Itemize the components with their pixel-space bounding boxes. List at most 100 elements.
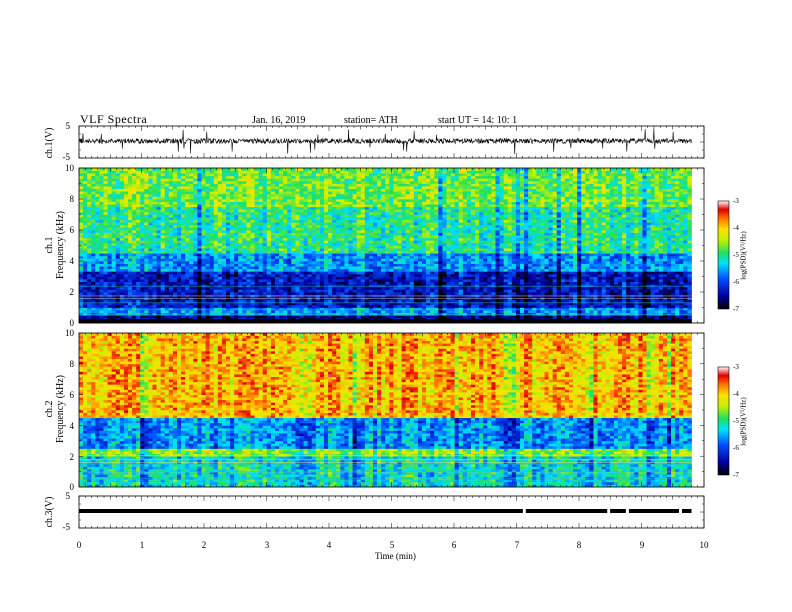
- spectrogram-cell: [115, 266, 121, 270]
- spectrogram-cell: [213, 178, 219, 182]
- spectrogram-cell: [291, 284, 296, 288]
- spectrogram-cell: [258, 261, 264, 264]
- spectrogram-cell: [332, 261, 337, 264]
- spectrogram-cell: [352, 170, 358, 174]
- spectrogram-cell: [270, 235, 276, 239]
- spectrogram-cell: [397, 193, 402, 197]
- spectrogram-cell: [270, 289, 276, 293]
- spectrogram-cell: [336, 258, 341, 262]
- spectrogram-cell: [356, 315, 362, 319]
- spectrogram-cell: [144, 173, 149, 177]
- spectrogram-cell: [140, 242, 145, 246]
- spectrogram-cell: [95, 248, 100, 252]
- spectrogram-cell: [409, 170, 415, 174]
- spectrogram-cell: [348, 250, 353, 254]
- spectrogram-cell: [168, 230, 174, 233]
- spectrogram-cell: [275, 292, 280, 295]
- spectrogram-cell: [254, 299, 260, 303]
- spectrogram-cell: [270, 222, 276, 226]
- spectrogram-cell: [99, 258, 104, 262]
- spectrogram-cell: [217, 304, 223, 308]
- spectrogram-cell: [409, 180, 415, 184]
- spectrogram-cell: [234, 258, 239, 262]
- spectrogram-cell: [217, 279, 223, 283]
- spectrogram-cell: [87, 235, 92, 239]
- spectrogram-cell: [352, 183, 358, 187]
- spectrogram-cell: [360, 273, 366, 277]
- spectrogram-cell: [315, 250, 321, 254]
- spectrogram-cell: [217, 199, 223, 202]
- spectrogram-cell: [393, 230, 398, 233]
- spectrogram-cell: [332, 248, 337, 252]
- spectrogram-cell: [230, 266, 235, 270]
- spectrogram-cell: [213, 180, 219, 184]
- spectrogram-cell: [275, 211, 280, 215]
- spectrogram-cell: [262, 248, 268, 252]
- spectrogram-cell: [238, 188, 243, 192]
- spectrogram-cell: [79, 178, 84, 182]
- spectrogram-cell: [172, 168, 178, 171]
- spectrogram-cell: [197, 224, 202, 228]
- spectrogram-cell: [95, 232, 100, 236]
- spectrogram-cell: [377, 237, 382, 241]
- spectrogram-cell: [238, 271, 243, 275]
- spectrogram-cell: [291, 211, 296, 215]
- spectrogram-cell: [373, 188, 378, 192]
- spectrogram-cell: [201, 302, 206, 306]
- spectrogram-cell: [242, 258, 247, 262]
- spectrogram-cell: [177, 266, 182, 270]
- spectrogram-cell: [230, 230, 235, 233]
- spectrogram-cell: [197, 230, 202, 233]
- spectrogram-cell: [205, 168, 211, 171]
- spectrogram-cell: [111, 289, 117, 293]
- spectrogram-cell: [270, 268, 276, 272]
- spectrogram-cell: [103, 170, 108, 174]
- spectrogram-cell: [283, 224, 288, 228]
- spectrogram-cell: [266, 230, 272, 233]
- spectrogram-cell: [291, 180, 296, 184]
- spectrogram-cell: [189, 315, 194, 319]
- spectrogram-cell: [246, 222, 251, 226]
- spectrogram-cell: [119, 263, 125, 267]
- spectrogram-cell: [279, 201, 284, 205]
- spectrogram-cell: [132, 188, 137, 192]
- spectrogram-cell: [401, 217, 407, 221]
- spectrogram-cell: [181, 214, 186, 218]
- spectrogram-cell: [148, 248, 153, 252]
- spectrogram-cell: [417, 292, 423, 295]
- spectrogram-cell: [181, 258, 186, 262]
- spectrogram-cell: [217, 209, 223, 213]
- spectrogram-cell: [348, 310, 353, 314]
- spectrogram-cell: [348, 224, 353, 228]
- spectrogram-cell: [319, 211, 325, 215]
- spectrogram-cell: [299, 196, 304, 200]
- spectrogram-cell: [356, 266, 362, 270]
- spectrogram-cell: [193, 292, 198, 295]
- spectrogram-cell: [91, 286, 96, 290]
- spectrogram-cell: [409, 196, 415, 200]
- spectrogram-cell: [311, 263, 317, 267]
- spectrogram-cell: [83, 188, 88, 192]
- spectrogram-cell: [307, 276, 313, 280]
- spectrogram-cell: [172, 263, 178, 267]
- spectrogram-cell: [291, 186, 296, 190]
- spectrogram-cell: [299, 310, 304, 314]
- spectrogram-cell: [270, 273, 276, 277]
- spectrogram-cell: [258, 284, 264, 288]
- spectrogram-cell: [123, 237, 129, 241]
- spectrogram-cell: [315, 271, 321, 275]
- spectrogram-cell: [303, 199, 309, 202]
- spectrogram-cell: [221, 240, 227, 244]
- spectrogram-cell: [172, 240, 178, 244]
- spectrogram-cell: [242, 191, 247, 195]
- spectrogram-cell: [319, 175, 325, 179]
- spectrogram-cell: [140, 307, 145, 311]
- spectrogram-cell: [283, 310, 288, 314]
- spectrogram-cell: [123, 199, 129, 202]
- spectrogram-cell: [344, 307, 349, 311]
- spectrogram-cell: [405, 180, 411, 184]
- spectrogram-cell: [230, 235, 235, 239]
- spectrogram-cell: [230, 178, 235, 182]
- spectrogram-cell: [99, 180, 104, 184]
- spectrogram-cell: [111, 253, 117, 257]
